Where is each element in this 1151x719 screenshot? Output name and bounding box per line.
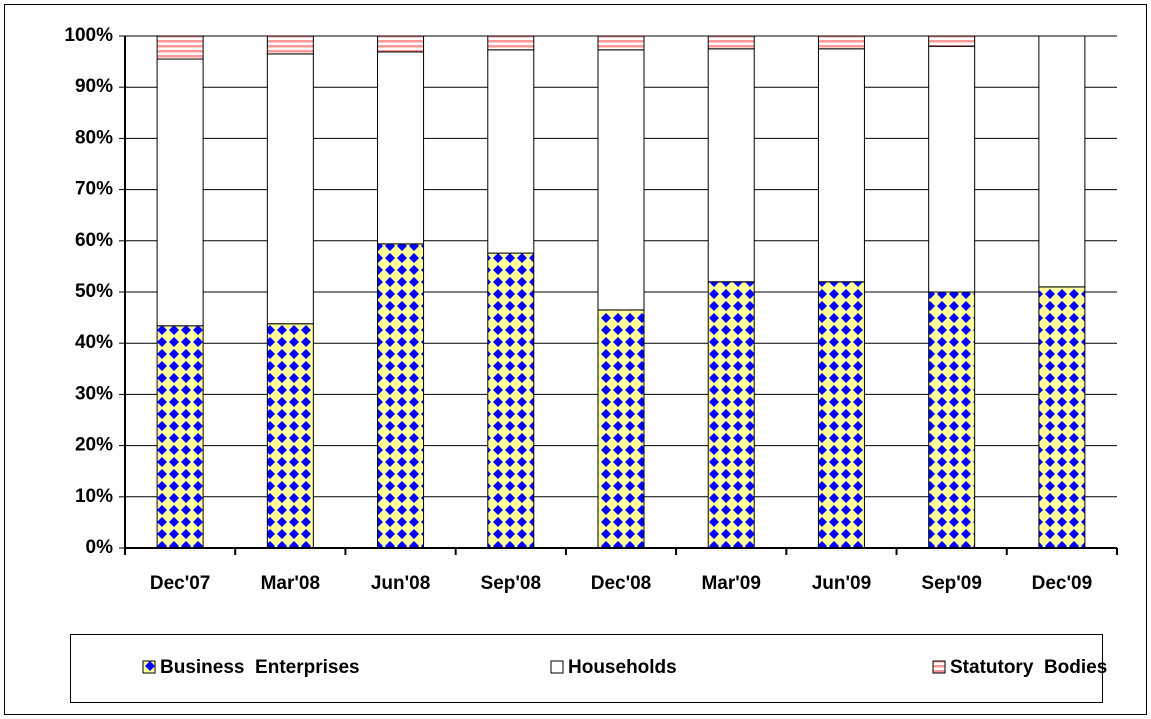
- bar-segment: [1038, 35, 1086, 288]
- legend-marker: [142, 660, 156, 674]
- y-tick-label: 0%: [86, 537, 114, 558]
- bar-segment: [597, 309, 645, 549]
- y-tick-label: 30%: [75, 383, 113, 404]
- y-tick-label: 70%: [75, 179, 113, 200]
- bar-segment: [928, 45, 976, 293]
- bar-segment: [707, 48, 755, 283]
- bar-segment: [156, 58, 204, 327]
- bar-segment: [377, 51, 425, 245]
- legend-marker: [932, 660, 946, 674]
- bar-segment: [377, 35, 425, 53]
- bar-segment: [487, 252, 535, 549]
- bar-segment: [487, 49, 535, 254]
- bar-segment: [707, 281, 755, 549]
- bar-segment: [266, 35, 314, 55]
- y-tick-label: 50%: [75, 281, 113, 302]
- x-tick-label: Sep'08: [481, 573, 542, 594]
- x-tick-label: Sep'09: [921, 573, 982, 594]
- y-tick-label: 80%: [75, 127, 113, 148]
- legend-label: Business Enterprises: [160, 657, 360, 678]
- legend-label: Households: [568, 657, 677, 678]
- legend-marker: [550, 660, 564, 674]
- bar-segment: [266, 53, 314, 325]
- bar-segment: [597, 49, 645, 311]
- bar-segment: [266, 323, 314, 549]
- bar-segment: [1038, 286, 1086, 549]
- y-tick-label: 100%: [64, 25, 113, 46]
- bar-segment: [377, 243, 425, 549]
- x-tick-label: Mar'09: [701, 573, 760, 594]
- y-tick-label: 60%: [75, 230, 113, 251]
- legend-label: Statutory Bodies: [950, 657, 1107, 678]
- x-tick-label: Dec'09: [1032, 573, 1093, 594]
- bar-segment: [928, 291, 976, 549]
- bar-segment: [156, 325, 204, 549]
- y-tick-label: 10%: [75, 486, 113, 507]
- y-tick-label: 90%: [75, 76, 113, 97]
- x-tick-label: Jun'09: [812, 573, 871, 594]
- bar-segment: [817, 281, 865, 549]
- bar-segment: [928, 35, 976, 47]
- bar-segment: [707, 35, 755, 50]
- x-tick-label: Dec'07: [150, 573, 211, 594]
- y-tick-label: 40%: [75, 332, 113, 353]
- bar-segment: [597, 35, 645, 51]
- x-tick-label: Dec'08: [591, 573, 652, 594]
- bar-segment: [156, 35, 204, 60]
- x-tick-label: Jun'08: [371, 573, 430, 594]
- bar-segment: [487, 35, 535, 51]
- y-tick-label: 20%: [75, 435, 113, 456]
- bar-segment: [817, 35, 865, 50]
- legend-box: [70, 634, 1103, 703]
- bar-segment: [817, 48, 865, 283]
- x-tick-label: Mar'08: [261, 573, 320, 594]
